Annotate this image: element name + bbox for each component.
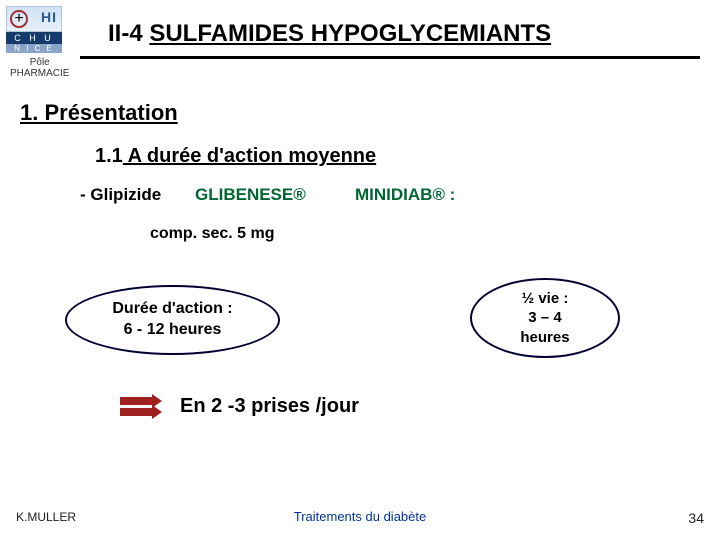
halflife-l2: 3 – 4 xyxy=(520,308,569,328)
arrow-icon xyxy=(120,397,162,405)
logo-plus-icon: + xyxy=(10,10,28,28)
pole-l1: Pôle xyxy=(10,57,69,68)
arrows-icon xyxy=(120,397,162,416)
drug-name: - Glipizide xyxy=(80,185,161,205)
section-1-1: 1.1 A durée d'action moyenne xyxy=(95,145,376,168)
doses-text: En 2 -3 prises /jour xyxy=(180,395,359,418)
plus: + xyxy=(14,10,23,28)
pole-l2: PHARMACIE xyxy=(10,68,69,79)
duration-l1: Durée d'action : xyxy=(112,299,232,320)
logo-hi: HI xyxy=(41,9,57,25)
sec11-prefix: 1.1 xyxy=(95,145,123,167)
page-number: 34 xyxy=(688,510,704,526)
brand-minidiab: MINIDIAB® : xyxy=(355,185,455,205)
pole-label: Pôle PHARMACIE xyxy=(10,57,69,79)
halflife-l1: ½ vie : xyxy=(520,289,569,309)
title-rule xyxy=(80,56,700,59)
logo-nice: N I C E xyxy=(6,44,62,53)
halflife-ellipse: ½ vie : 3 – 4 heures xyxy=(470,278,620,358)
page-title: II-4 SULFAMIDES HYPOGLYCEMIANTS xyxy=(108,20,551,48)
logo-chu: C H U xyxy=(6,32,62,44)
section-1: 1. Présentation xyxy=(20,100,178,126)
logo: + HI C H U N I C E xyxy=(6,6,62,53)
brand-glibenese: GLIBENESE® xyxy=(195,185,306,205)
duration-l2: 6 - 12 heures xyxy=(112,320,232,341)
sec11-text: A durée d'action moyenne xyxy=(123,145,376,167)
duration-ellipse: Durée d'action : 6 - 12 heures xyxy=(65,285,280,355)
footer-title: Traitements du diabète xyxy=(0,509,720,524)
composition: comp. sec. 5 mg xyxy=(150,225,275,243)
title-main: SULFAMIDES HYPOGLYCEMIANTS xyxy=(149,20,551,47)
arrow-icon xyxy=(120,408,162,416)
title-prefix: II-4 xyxy=(108,20,149,47)
halflife-l3: heures xyxy=(520,328,569,348)
doses-block: En 2 -3 prises /jour xyxy=(120,395,359,418)
logo-top: + HI xyxy=(6,6,62,32)
